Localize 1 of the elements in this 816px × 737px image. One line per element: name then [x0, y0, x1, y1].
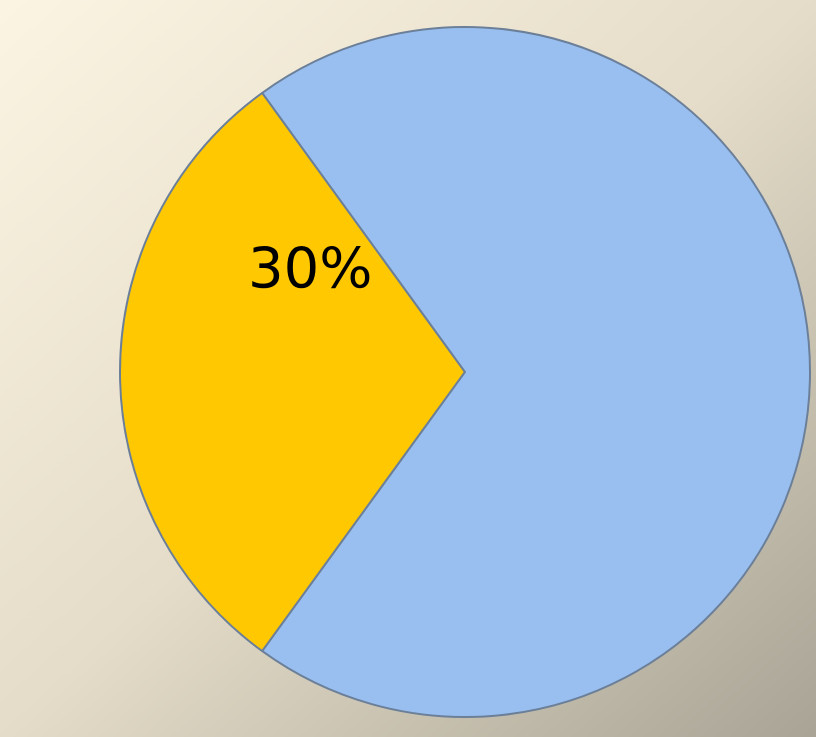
data-label: 30% — [248, 236, 372, 302]
